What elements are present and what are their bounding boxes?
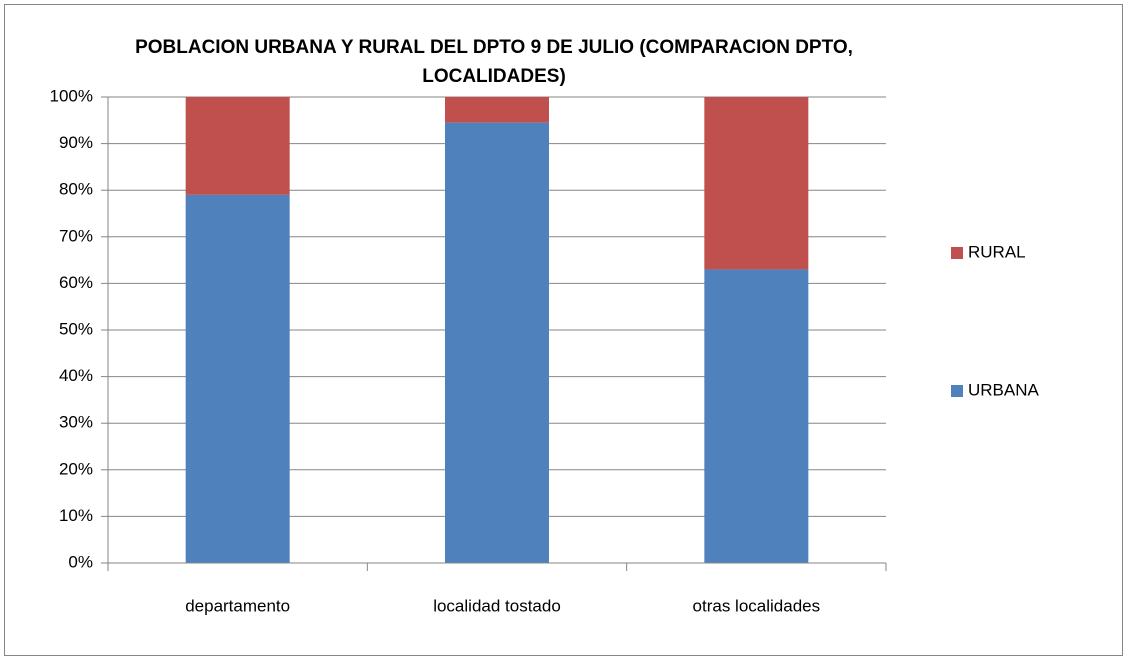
y-tick-label: 50% [59, 319, 93, 338]
y-tick-label: 0% [68, 552, 93, 571]
bar-segment [185, 97, 290, 195]
bar-segment [185, 194, 290, 564]
bar-segment [445, 122, 549, 563]
legend-swatch [951, 385, 963, 397]
y-tick-label: 100% [50, 86, 93, 105]
bar-segment [445, 97, 549, 123]
chart-title: POBLACION URBANA Y RURAL DEL DPTO 9 DE J… [135, 37, 853, 87]
y-tick-label: 10% [59, 506, 93, 525]
y-tick-label: 20% [59, 459, 93, 478]
legend-swatch [951, 247, 963, 259]
x-tick-label: departamento [185, 596, 290, 615]
legend-label: RURAL [968, 242, 1026, 261]
y-tick-label: 40% [59, 366, 93, 385]
y-tick-label: 80% [59, 180, 93, 199]
y-tick-label: 90% [59, 133, 93, 152]
legend-label: URBANA [968, 380, 1040, 399]
x-tick-label: localidad tostado [433, 596, 561, 615]
bar-segment [704, 97, 809, 270]
y-tick-label: 70% [59, 226, 93, 245]
y-tick-label: 60% [59, 273, 93, 292]
x-tick-label: otras localidades [693, 596, 821, 615]
y-tick-label: 30% [59, 413, 93, 432]
bar-segment [704, 269, 809, 563]
